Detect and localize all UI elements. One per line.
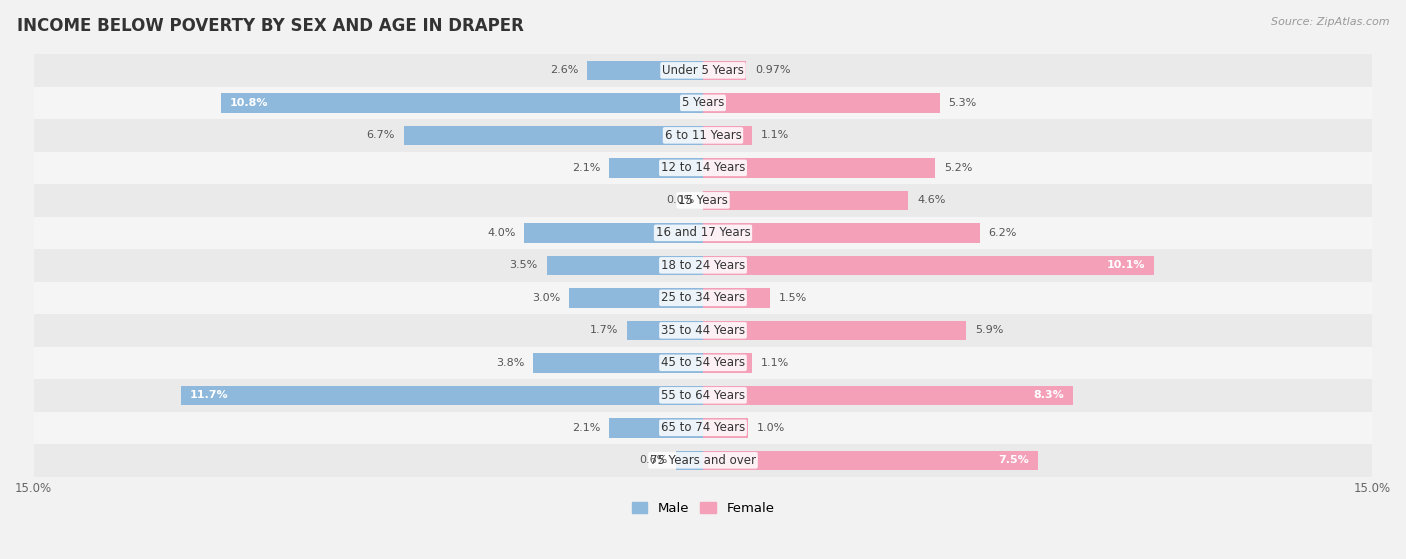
Text: 3.0%: 3.0% (531, 293, 560, 303)
Bar (703, 93, 939, 112)
Bar (34, 119, 1372, 151)
Bar (703, 321, 966, 340)
Text: 1.5%: 1.5% (779, 293, 807, 303)
Bar (676, 451, 703, 470)
Text: 18 to 24 Years: 18 to 24 Years (661, 259, 745, 272)
Bar (703, 418, 748, 438)
Legend: Male, Female: Male, Female (626, 497, 780, 520)
Bar (34, 282, 1372, 314)
Text: 6 to 11 Years: 6 to 11 Years (665, 129, 741, 142)
Text: 2.6%: 2.6% (550, 65, 578, 75)
Text: 12 to 14 Years: 12 to 14 Years (661, 162, 745, 174)
Text: 5.3%: 5.3% (949, 98, 977, 108)
Text: 5 Years: 5 Years (682, 96, 724, 110)
Bar (34, 87, 1372, 119)
Bar (181, 386, 703, 405)
Bar (586, 60, 703, 80)
Bar (609, 418, 703, 438)
Bar (34, 184, 1372, 217)
Bar (547, 255, 703, 275)
Text: 55 to 64 Years: 55 to 64 Years (661, 389, 745, 402)
Bar (569, 288, 703, 307)
Text: 65 to 74 Years: 65 to 74 Years (661, 421, 745, 434)
Bar (404, 126, 703, 145)
Bar (703, 126, 752, 145)
Text: Under 5 Years: Under 5 Years (662, 64, 744, 77)
Bar (703, 255, 1154, 275)
Bar (524, 223, 703, 243)
Bar (703, 451, 1038, 470)
Text: 1.1%: 1.1% (761, 130, 789, 140)
Text: 25 to 34 Years: 25 to 34 Years (661, 291, 745, 304)
Bar (34, 347, 1372, 379)
Bar (34, 379, 1372, 411)
Text: 15 Years: 15 Years (678, 194, 728, 207)
Text: 6.7%: 6.7% (367, 130, 395, 140)
Text: 0.0%: 0.0% (666, 195, 695, 205)
Text: 45 to 54 Years: 45 to 54 Years (661, 356, 745, 369)
Text: 3.8%: 3.8% (496, 358, 524, 368)
Bar (627, 321, 703, 340)
Text: Source: ZipAtlas.com: Source: ZipAtlas.com (1271, 17, 1389, 27)
Bar (34, 411, 1372, 444)
Bar (703, 353, 752, 373)
Text: 4.0%: 4.0% (488, 228, 516, 238)
Text: INCOME BELOW POVERTY BY SEX AND AGE IN DRAPER: INCOME BELOW POVERTY BY SEX AND AGE IN D… (17, 17, 524, 35)
Text: 35 to 44 Years: 35 to 44 Years (661, 324, 745, 337)
Text: 75 Years and over: 75 Years and over (650, 454, 756, 467)
Text: 8.3%: 8.3% (1033, 390, 1064, 400)
Bar (703, 288, 770, 307)
Text: 3.5%: 3.5% (509, 260, 538, 271)
Text: 2.1%: 2.1% (572, 163, 600, 173)
Text: 1.7%: 1.7% (591, 325, 619, 335)
Text: 11.7%: 11.7% (190, 390, 228, 400)
Text: 5.2%: 5.2% (943, 163, 973, 173)
Bar (609, 158, 703, 178)
Text: 10.1%: 10.1% (1107, 260, 1144, 271)
Bar (34, 54, 1372, 87)
Bar (34, 217, 1372, 249)
Bar (34, 249, 1372, 282)
Text: 1.1%: 1.1% (761, 358, 789, 368)
Text: 16 and 17 Years: 16 and 17 Years (655, 226, 751, 239)
Bar (533, 353, 703, 373)
Text: 5.9%: 5.9% (976, 325, 1004, 335)
Bar (221, 93, 703, 112)
Bar (703, 191, 908, 210)
Text: 2.1%: 2.1% (572, 423, 600, 433)
Bar (703, 60, 747, 80)
Bar (34, 314, 1372, 347)
Bar (703, 386, 1073, 405)
Text: 6.2%: 6.2% (988, 228, 1017, 238)
Text: 7.5%: 7.5% (998, 456, 1029, 465)
Text: 0.97%: 0.97% (755, 65, 790, 75)
Text: 0.6%: 0.6% (640, 456, 668, 465)
Text: 1.0%: 1.0% (756, 423, 785, 433)
Text: 4.6%: 4.6% (917, 195, 946, 205)
Bar (34, 444, 1372, 477)
Bar (34, 151, 1372, 184)
Bar (703, 223, 980, 243)
Bar (703, 158, 935, 178)
Text: 10.8%: 10.8% (231, 98, 269, 108)
